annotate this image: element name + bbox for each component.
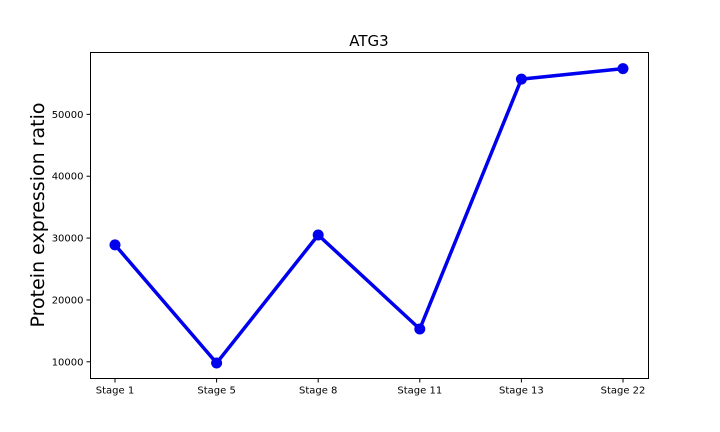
y-tick-label: 50000 (52, 110, 84, 121)
data-point (617, 63, 629, 75)
plot-area-frame (90, 52, 649, 379)
data-point (414, 323, 426, 335)
series-line (113, 66, 624, 365)
x-tick-label: Stage 11 (397, 386, 442, 397)
x-tick-label: Stage 1 (96, 386, 134, 397)
data-point (109, 239, 121, 251)
y-axis-ticks: 10000 20000 30000 40000 50000 (52, 110, 91, 368)
y-axis-label: Protein expression ratio (27, 103, 49, 328)
data-point (515, 73, 527, 85)
x-tick-label: Stage 5 (197, 386, 235, 397)
data-point (312, 229, 324, 241)
data-point (211, 357, 223, 369)
series-layer (109, 63, 629, 369)
y-tick-label: 40000 (52, 172, 84, 183)
x-tick-label: Stage 13 (499, 386, 544, 397)
x-axis-ticks: Stage 1 Stage 5 Stage 8 Stage 11 Stage 13 Sta… (96, 378, 646, 397)
x-tick-label: Stage 22 (601, 386, 646, 397)
y-tick-label: 30000 (52, 234, 84, 245)
chart-title: ATG3 (349, 32, 388, 50)
y-tick-label: 10000 (52, 357, 84, 368)
x-tick-label: Stage 8 (299, 386, 337, 397)
y-tick-label: 20000 (52, 295, 84, 306)
